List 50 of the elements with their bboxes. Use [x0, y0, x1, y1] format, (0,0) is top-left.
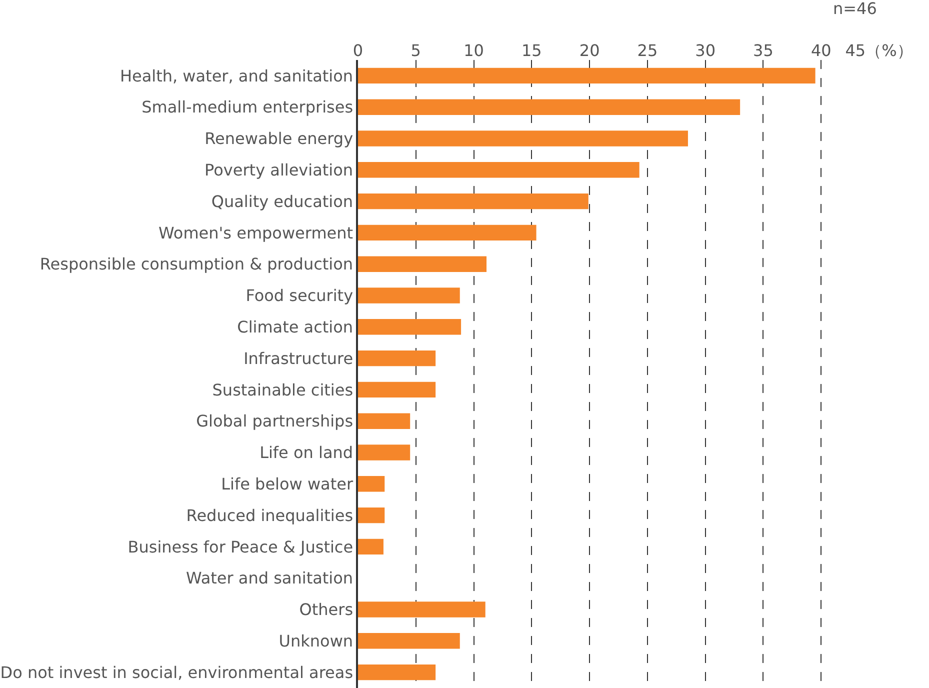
x-tick-label: 15	[521, 40, 542, 60]
bar	[358, 99, 740, 115]
bar	[358, 476, 385, 492]
bar	[358, 507, 385, 524]
bar	[358, 350, 436, 366]
bar	[358, 633, 460, 649]
bar	[358, 382, 436, 398]
y-tick-label: Global partnerships	[196, 412, 354, 431]
y-tick-label: Health, water, and sanitation	[120, 66, 354, 86]
y-tick-label: Infrastructure	[244, 348, 354, 368]
y-tick-label: Sustainable cities	[212, 380, 354, 400]
x-tick-label: 35	[753, 40, 774, 60]
bar	[358, 193, 588, 210]
x-tick-label: 30	[695, 40, 716, 60]
y-tick-label: Reduced inequalities	[186, 506, 354, 525]
y-tick-label: Poverty alleviation	[204, 160, 354, 180]
x-tick-label: 10	[464, 40, 484, 60]
bar	[358, 68, 816, 84]
x-tick-label: 25	[637, 40, 658, 60]
y-tick-label: Unknown	[278, 632, 354, 650]
bar	[358, 413, 410, 429]
bar	[358, 602, 486, 618]
y-tick-label: Business for Peace & Justice	[128, 537, 354, 556]
x-tick-label: 5	[410, 40, 421, 60]
y-tick-label: Climate action	[237, 318, 354, 336]
y-tick-label: Quality education	[211, 192, 354, 211]
y-tick-label: Renewable energy	[204, 129, 354, 148]
bar	[358, 664, 436, 680]
x-tick-label: 40	[810, 40, 832, 60]
x-tick-label: 45（%）	[845, 40, 913, 60]
y-tick-label: Life on land	[260, 443, 354, 462]
bar	[358, 130, 688, 146]
x-tick-label: 0	[352, 40, 364, 60]
y-tick-label: Small-medium enterprises	[142, 98, 354, 117]
y-tick-label: Others	[299, 600, 354, 620]
bar	[358, 162, 640, 178]
y-tick-label: Women's empowerment	[158, 223, 354, 242]
bar	[358, 288, 460, 304]
x-tick-label: 20	[579, 40, 600, 60]
y-tick-label: Do not invest in social, environmental areas	[0, 662, 354, 682]
bar	[358, 319, 462, 335]
y-tick-label: Food security	[246, 286, 354, 306]
y-tick-label: Responsible consumption & production	[40, 254, 354, 274]
y-tick-label: Water and sanitation	[186, 568, 354, 588]
y-tick-label: Life below water	[221, 474, 354, 494]
bar	[358, 224, 536, 241]
text: n=46	[833, 0, 877, 18]
bar	[358, 538, 384, 555]
bar	[358, 256, 487, 272]
bar	[358, 444, 410, 460]
